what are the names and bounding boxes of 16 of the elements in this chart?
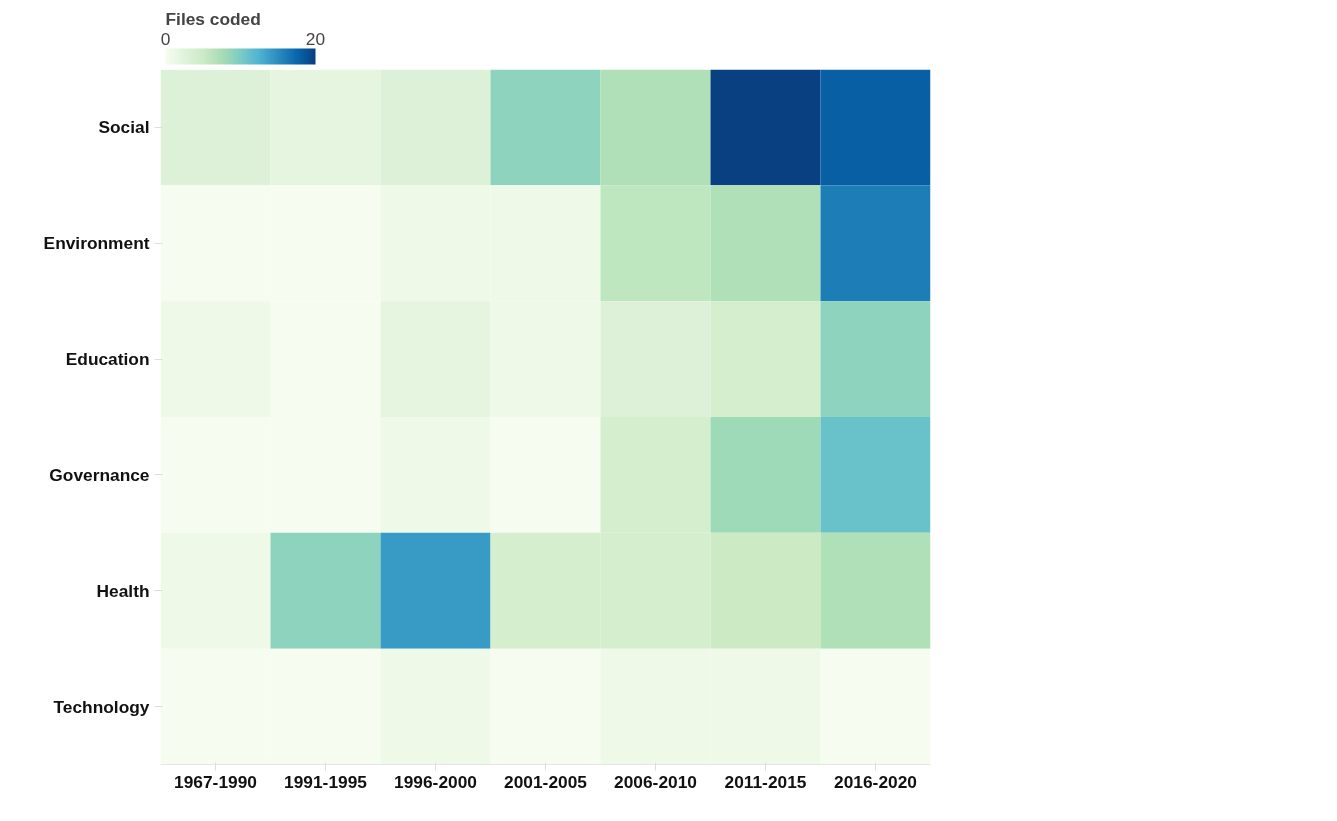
y-tick-label: Governance xyxy=(49,464,150,485)
y-tick-label: Environment xyxy=(43,233,150,254)
x-tick-label: 2006-2010 xyxy=(614,771,697,792)
y-tick-label: Technology xyxy=(53,696,150,717)
color-bar-label: 20 xyxy=(305,28,326,49)
x-tick-label: 2001-2005 xyxy=(504,771,588,792)
y-tick-label: Health xyxy=(96,580,150,601)
x-tick-label: 2011-2015 xyxy=(724,771,807,792)
color-bar-title: Files coded xyxy=(165,8,261,29)
x-tick-label: 1991-1995 xyxy=(284,771,368,792)
x-tick-label: 1996-2000 xyxy=(394,771,477,792)
y-tick-label: Education xyxy=(65,349,150,370)
x-tick-label: 2016-2020 xyxy=(834,771,917,792)
y-tick-label: Social xyxy=(98,117,150,138)
color-bar-label: 0 xyxy=(160,28,171,49)
x-tick-label: 1967-1990 xyxy=(174,771,257,792)
